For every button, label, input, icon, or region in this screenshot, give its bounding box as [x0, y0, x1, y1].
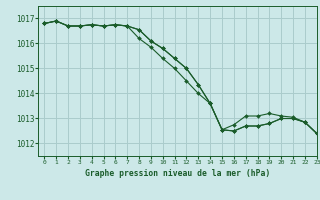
X-axis label: Graphe pression niveau de la mer (hPa): Graphe pression niveau de la mer (hPa)	[85, 169, 270, 178]
